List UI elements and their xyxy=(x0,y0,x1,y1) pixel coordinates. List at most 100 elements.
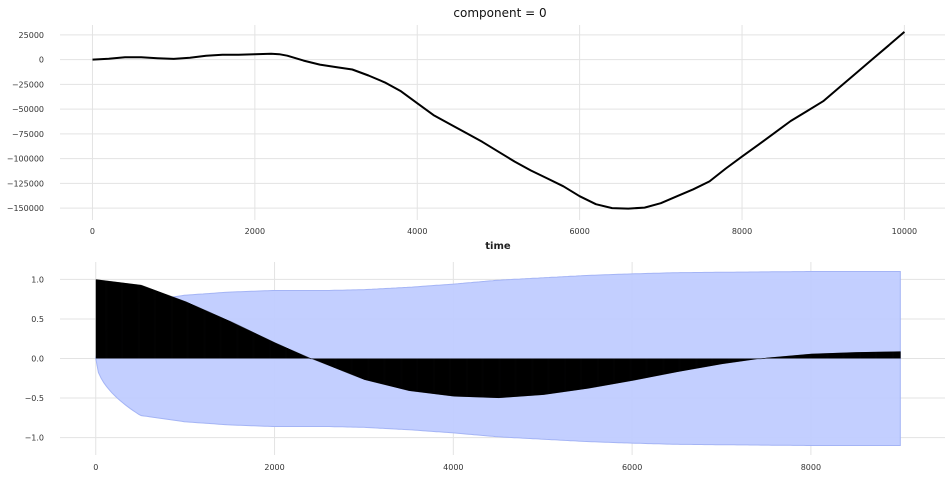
acf-bar xyxy=(337,358,339,370)
acf-bar xyxy=(358,358,361,378)
acf-bar xyxy=(327,358,330,366)
acf-bar xyxy=(466,358,468,397)
acf-bar xyxy=(198,307,201,359)
acf-bar xyxy=(410,358,412,392)
acf-bar xyxy=(524,358,527,397)
acf-bar xyxy=(769,357,771,359)
acf-bar xyxy=(515,358,517,397)
acf-bar xyxy=(386,358,389,386)
acf-bar xyxy=(235,323,237,359)
acf-bar xyxy=(816,353,819,359)
acf-bar xyxy=(615,358,618,384)
acf-bar xyxy=(495,358,498,398)
acf-bar xyxy=(575,358,577,391)
acf-bar xyxy=(837,352,839,359)
acf-bar xyxy=(290,349,293,359)
acf-bar xyxy=(349,358,351,375)
acf-bar xyxy=(790,355,793,359)
acf-bar xyxy=(167,295,170,359)
acf-bar xyxy=(490,358,493,398)
acf-bar xyxy=(839,352,841,359)
acf-bar xyxy=(277,343,279,359)
acf-bar xyxy=(481,358,483,398)
acf-bar xyxy=(845,352,848,359)
acf-bar xyxy=(882,351,885,359)
acf-bar xyxy=(432,358,434,394)
acf-bar xyxy=(192,304,195,359)
top-x-tick-labels: 0 2000 4000 6000 8000 10000 xyxy=(90,227,917,236)
acf-bar xyxy=(665,358,667,375)
acf-bar xyxy=(482,358,484,398)
acf-bar xyxy=(702,358,704,368)
acf-bar xyxy=(137,284,139,359)
acf-bar xyxy=(530,358,532,396)
acf-bar xyxy=(379,358,381,384)
acf-bar xyxy=(408,358,410,391)
acf-bar xyxy=(782,356,785,359)
acf-bar xyxy=(873,351,875,359)
acf-bar xyxy=(630,358,632,382)
acf-bar xyxy=(262,337,265,359)
acf-bar xyxy=(411,358,413,392)
acf-bar xyxy=(248,330,250,359)
acf-bar xyxy=(536,358,538,396)
acf-bar xyxy=(423,358,426,393)
acf-bar xyxy=(623,358,626,383)
acf-bar xyxy=(554,358,557,394)
acf-bar xyxy=(197,307,200,359)
acf-bar xyxy=(717,358,720,365)
acf-bar xyxy=(709,358,711,367)
acf-bar xyxy=(888,351,891,359)
acf-bar xyxy=(852,352,855,359)
acf-bar xyxy=(100,280,103,359)
acf-bar xyxy=(493,358,496,398)
acf-bar xyxy=(220,317,222,359)
acf-bar xyxy=(352,358,354,376)
acf-bar xyxy=(347,358,349,374)
acf-bar xyxy=(478,358,480,398)
acf-bar xyxy=(526,358,529,396)
acf-bar xyxy=(364,358,367,381)
acf-bar xyxy=(634,358,636,381)
acf-bar xyxy=(299,353,302,359)
acf-bar xyxy=(113,281,115,359)
acf-bar xyxy=(626,358,629,382)
acf-bar xyxy=(585,358,588,389)
acf-bar xyxy=(748,358,751,361)
acf-bar xyxy=(119,282,121,359)
bottom-y-tick-label: 1.0 xyxy=(31,275,44,284)
acf-bar xyxy=(304,355,306,359)
acf-bar xyxy=(744,358,746,361)
acf-bar xyxy=(142,285,144,359)
acf-bar xyxy=(117,282,119,359)
acf-bar xyxy=(863,352,865,359)
acf-bar xyxy=(418,358,421,393)
acf-bar xyxy=(149,288,151,359)
acf-bar xyxy=(861,352,863,359)
acf-bar xyxy=(552,358,555,394)
acf-bar xyxy=(179,299,181,359)
acf-bar xyxy=(308,357,310,359)
acf-bar xyxy=(611,358,613,385)
acf-bar xyxy=(111,281,113,359)
acf-bar xyxy=(815,353,818,359)
acf-bar xyxy=(270,340,272,359)
acf-bar xyxy=(325,358,328,365)
acf-bar xyxy=(141,285,143,359)
acf-bar xyxy=(132,284,135,359)
acf-bar xyxy=(734,358,736,363)
acf-bar xyxy=(474,358,476,398)
acf-bar xyxy=(289,349,292,359)
acf-bar xyxy=(598,358,600,387)
acf-bar xyxy=(685,358,688,371)
acf-bar xyxy=(310,358,312,360)
acf-bar xyxy=(701,358,703,368)
acf-bar xyxy=(380,358,382,384)
acf-bar xyxy=(503,358,505,398)
acf-bar xyxy=(514,358,516,397)
acf-bar xyxy=(176,298,178,359)
acf-bar xyxy=(120,282,122,359)
acf-bar xyxy=(399,358,401,389)
acf-bar xyxy=(689,358,692,370)
acf-bar xyxy=(696,358,698,369)
